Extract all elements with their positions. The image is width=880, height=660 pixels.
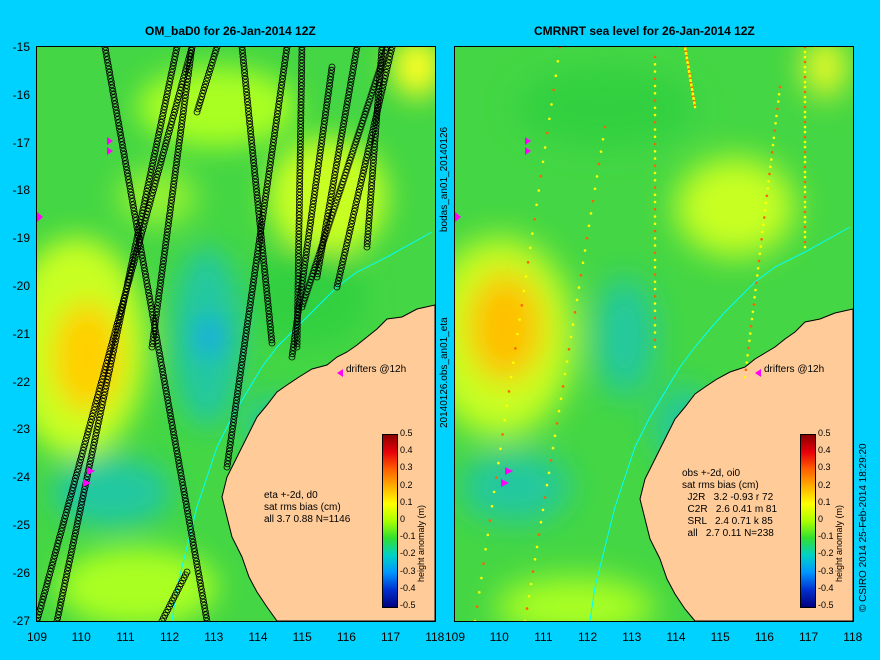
colorbar-tick-label: 0 — [818, 514, 824, 524]
middle-vertical-bottom: 20140126.obs_an01_eta — [439, 317, 450, 428]
colorbar-tick-label: -0.4 — [818, 582, 834, 593]
colorbar-tick-label: -0.4 — [400, 582, 416, 593]
stats-line: all 2.7 0.11 N=238 — [682, 528, 774, 539]
stats-line: eta +-2d, d0 — [264, 490, 318, 501]
shelf-edge — [171, 231, 433, 621]
shelf-edge — [589, 226, 851, 621]
colorbar-tick-label: -0.2 — [400, 548, 416, 559]
x-tick-label: 114 — [248, 630, 268, 644]
left-drifters-label: drifters @12h — [346, 364, 407, 375]
credit-text: © CSIRO 2014 25-Feb-2014 18:29:20 — [858, 443, 869, 612]
colorbar-tick-label: 0.4 — [400, 445, 413, 456]
colorbar-tick-label: 0.3 — [818, 462, 831, 473]
left-colorbar — [382, 434, 398, 608]
x-tick-label: 112 — [578, 630, 598, 644]
x-tick-label: 117 — [799, 630, 819, 644]
x-tick-label: 118 — [843, 630, 863, 644]
x-tick-label: 115 — [710, 630, 730, 644]
land-mass — [221, 304, 435, 621]
colorbar-tick-label: 0.3 — [400, 462, 413, 473]
right-drifters-label: drifters @12h — [764, 364, 825, 375]
x-tick-label: 109 — [444, 630, 466, 644]
y-tick-label: -27 — [12, 613, 30, 628]
colorbar-tick-label: -0.1 — [400, 531, 416, 542]
stats-line: J2R 3.2 -0.93 r 72 — [682, 492, 774, 503]
x-tick-label: 116 — [754, 630, 774, 644]
left-panel-title: OM_baD0 for 26-Jan-2014 12Z — [145, 24, 316, 38]
drifter-markers — [455, 137, 761, 487]
x-tick-label: 112 — [160, 630, 180, 644]
colorbar-tick-label: 0.1 — [818, 496, 831, 507]
colorbar-tick-label: 0 — [400, 514, 406, 524]
stats-line: SRL 2.4 0.71 k 85 — [682, 516, 773, 527]
x-tick-label: 111 — [116, 630, 135, 644]
x-tick-label: 116 — [336, 630, 356, 644]
right-stats-text: obs +-2d, oi0 sat rms bias (cm) J2R 3.2 -… — [682, 468, 777, 540]
land-mass — [639, 308, 853, 621]
right-colorbar — [800, 434, 816, 608]
stats-line: all 3.7 0.88 N=1146 — [264, 514, 351, 525]
y-tick-label: -25 — [12, 518, 30, 532]
left-colorbar-title: height anomaly (m) — [416, 504, 426, 582]
drifter-markers — [37, 137, 343, 487]
y-tick-label: -23 — [12, 422, 30, 437]
stats-line: C2R 2.6 0.41 m 81 — [682, 504, 778, 515]
x-tick-label: 111 — [534, 630, 553, 644]
y-tick-label: -16 — [12, 87, 30, 102]
x-tick-label: 109 — [26, 630, 48, 644]
right-map-panel[interactable] — [454, 46, 854, 622]
y-tick-label: -19 — [12, 231, 30, 246]
x-tick-label: 110 — [71, 630, 91, 644]
colorbar-tick-label: 0.4 — [818, 445, 831, 456]
right-panel-title: CMRNRT sea level for 26-Jan-2014 12Z — [534, 24, 755, 38]
y-tick-label: -15 — [12, 40, 30, 54]
right-colorbar-title: height anomaly (m) — [834, 504, 844, 582]
colorbar-tick-label: -0.1 — [818, 531, 834, 542]
y-tick-label: -18 — [12, 183, 30, 198]
observation-points — [473, 47, 807, 621]
colorbar-tick-label: -0.2 — [818, 548, 834, 559]
left-stats-text: eta +-2d, d0 sat rms bias (cm) all 3.7 0.8… — [264, 490, 350, 526]
stats-line: obs +-2d, oi0 — [682, 468, 741, 479]
y-tick-label: -24 — [12, 470, 30, 485]
x-tick-label: 113 — [204, 630, 224, 644]
x-tick-label: 113 — [622, 630, 642, 644]
x-tick-label: 114 — [666, 630, 686, 644]
colorbar-tick-label: -0.5 — [818, 600, 834, 610]
y-tick-label: -26 — [12, 565, 30, 580]
colorbar-tick-label: 0.5 — [818, 428, 831, 438]
x-tick-label: 118 — [425, 630, 445, 644]
colorbar-tick-label: -0.5 — [400, 600, 416, 610]
satellite-tracks — [37, 47, 396, 621]
colorbar-tick-label: 0.5 — [400, 428, 413, 438]
x-tick-label: 117 — [381, 630, 401, 644]
y-tick-label: -22 — [12, 374, 30, 389]
y-tick-label: -21 — [12, 326, 30, 341]
y-tick-label: -17 — [12, 135, 30, 150]
stats-line: sat rms bias (cm) — [264, 502, 341, 513]
middle-vertical-top: bodas_an01_20140126 — [439, 126, 450, 232]
colorbar-tick-label: -0.3 — [400, 565, 416, 576]
colorbar-tick-label: 0.2 — [400, 479, 413, 490]
x-tick-label: 110 — [489, 630, 509, 644]
colorbar-tick-label: 0.1 — [400, 496, 413, 507]
y-tick-label: -20 — [12, 279, 30, 293]
left-map-panel[interactable] — [36, 46, 436, 622]
x-tick-label: 115 — [292, 630, 312, 644]
stats-line: sat rms bias (cm) — [682, 480, 759, 491]
colorbar-tick-label: -0.3 — [818, 565, 834, 576]
colorbar-tick-label: 0.2 — [818, 479, 831, 490]
